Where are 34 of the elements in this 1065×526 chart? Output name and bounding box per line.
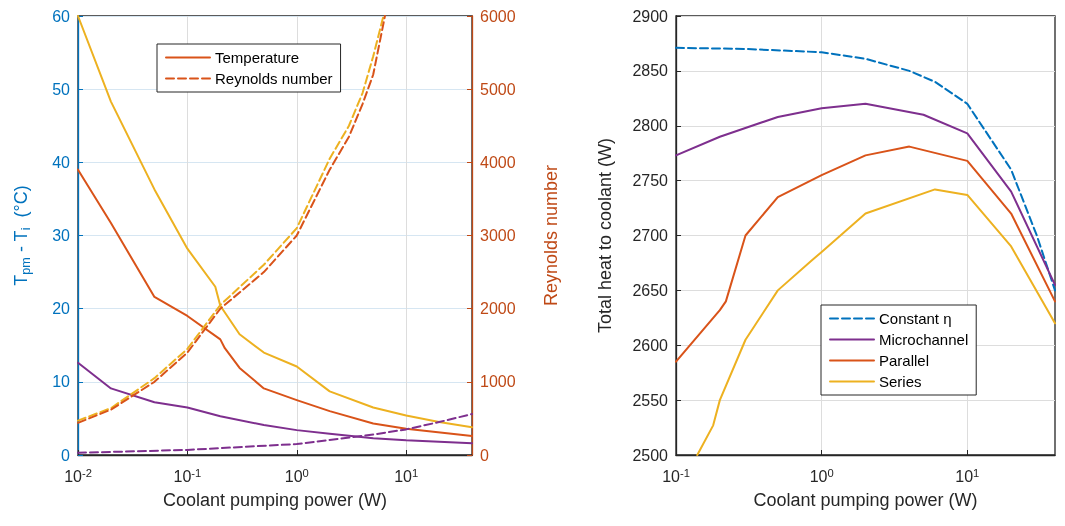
y-tick-label: 2500	[632, 446, 669, 464]
y-tick-label: 50	[52, 80, 71, 98]
y-tick-label: 10	[52, 373, 71, 391]
legend-label: Microchannel	[879, 331, 969, 348]
y-tick-label: 60	[52, 7, 71, 25]
y-axis-title: Tpm - Ti (°C)	[11, 185, 33, 286]
y-tick-label: 2800	[632, 117, 669, 135]
legend-label: Parallel	[879, 352, 930, 369]
legend-label: Reynolds number	[215, 70, 333, 87]
y2-tick-label: 0	[480, 446, 489, 464]
y2-tick-label: 2000	[480, 300, 516, 318]
y2-tick-label: 3000	[480, 227, 516, 244]
y2-axis-title: Reynolds number	[541, 164, 561, 307]
y-tick-label: 20	[52, 300, 71, 318]
y-tick-label: 0	[61, 446, 71, 464]
legend-label: Temperature	[215, 49, 300, 66]
y2-tick-label: 5000	[480, 80, 516, 98]
y-tick-label: 2550	[632, 391, 669, 409]
y-tick-label: 30	[52, 227, 71, 244]
y-tick-label: 2900	[632, 7, 669, 25]
y-tick-label: 2850	[632, 62, 669, 80]
y2-tick-label: 1000	[480, 373, 516, 391]
y-axis-title: Total heat to coolant (W)	[595, 137, 615, 334]
y-tick-label: 2600	[632, 336, 669, 354]
y-tick-label: 2750	[632, 172, 669, 190]
y-tick-label: 2700	[632, 227, 669, 244]
legend-label: Series	[879, 373, 922, 390]
y-tick-label: 40	[52, 153, 71, 171]
legend-label: Constant η	[879, 310, 952, 327]
x-axis-title: Coolant pumping power (W)	[162, 490, 388, 510]
y2-tick-label: 4000	[480, 153, 516, 171]
y-tick-label: 2650	[632, 281, 669, 299]
x-axis-title: Coolant pumping power (W)	[753, 490, 978, 510]
y2-tick-label: 6000	[480, 7, 516, 25]
